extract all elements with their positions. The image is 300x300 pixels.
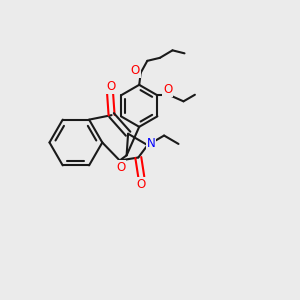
Text: O: O (137, 178, 146, 191)
Text: O: O (106, 80, 115, 93)
Text: O: O (163, 83, 172, 96)
Text: O: O (131, 64, 140, 77)
Text: N: N (147, 137, 156, 150)
Text: O: O (116, 160, 125, 174)
